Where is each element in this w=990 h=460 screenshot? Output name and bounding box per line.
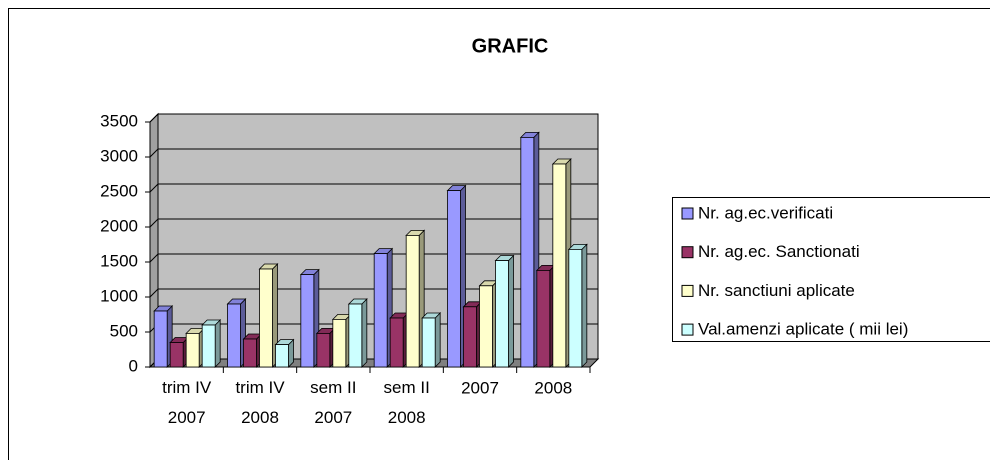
- chart-title: GRAFIC: [472, 35, 549, 57]
- grid-line: [149, 113, 598, 123]
- x-tick-label: 2007: [461, 378, 499, 397]
- bar: [494, 254, 515, 368]
- legend-label: Val.amenzi aplicate ( mii lei): [698, 320, 908, 339]
- bar: [226, 298, 247, 368]
- bar-front: [243, 338, 257, 368]
- bar-front: [552, 163, 567, 368]
- y-tick-label: 3000: [100, 146, 138, 165]
- bar-front: [153, 310, 168, 368]
- bar: [153, 305, 174, 368]
- bar-front: [463, 306, 477, 368]
- legend-swatch: [681, 246, 694, 259]
- bar: [462, 300, 483, 368]
- x-tick-label: sem II 2008: [384, 378, 430, 427]
- y-tick-label: 2500: [100, 181, 138, 200]
- legend-swatch: [681, 284, 694, 297]
- bar: [389, 312, 410, 368]
- y-tick-label: 1500: [100, 251, 138, 270]
- grid-line: [149, 183, 598, 193]
- bar-front: [421, 317, 436, 368]
- y-tick-label: 500: [110, 321, 138, 340]
- bar-side: [581, 243, 588, 368]
- bar-front: [169, 342, 184, 368]
- bar-front: [275, 344, 289, 368]
- bar: [185, 327, 206, 368]
- legend-swatch: [681, 207, 694, 220]
- bar-front: [479, 285, 493, 368]
- bar-front: [259, 268, 273, 368]
- bar-side: [434, 312, 441, 368]
- bar: [242, 333, 263, 368]
- bar: [446, 184, 467, 368]
- bar-front: [185, 332, 200, 368]
- bar: [169, 336, 190, 368]
- bar-side: [214, 319, 221, 368]
- bar-side: [361, 298, 368, 368]
- bar-front: [389, 317, 404, 368]
- bar-front: [520, 136, 535, 368]
- bar: [331, 313, 352, 368]
- bar: [535, 264, 556, 368]
- x-tick-label: trim IV 2007: [162, 378, 212, 427]
- x-tick-label: 2008: [534, 378, 572, 397]
- bar-front: [201, 324, 216, 368]
- bar-front: [348, 303, 363, 368]
- bar-front: [405, 234, 420, 368]
- bar-front: [495, 260, 509, 368]
- y-tick-label: 1000: [100, 286, 138, 305]
- legend-label: Nr. sanctiuni aplicate: [698, 281, 855, 300]
- legend-label: Nr. ag.ec. Sanctionati: [698, 242, 860, 261]
- bar-front: [332, 318, 347, 368]
- x-tick-label: trim IV 2008: [235, 378, 285, 427]
- bar-front: [316, 332, 331, 368]
- bar: [421, 312, 442, 368]
- bar-front: [447, 190, 461, 368]
- bar: [274, 338, 295, 368]
- bar: [519, 131, 540, 368]
- bar-front: [300, 274, 315, 368]
- bar: [347, 298, 368, 368]
- bar: [258, 263, 279, 368]
- bar: [551, 158, 572, 368]
- legend-label: Nr. ag.ec.verificati: [698, 203, 833, 222]
- bar: [201, 319, 222, 368]
- bar: [299, 268, 320, 368]
- y-tick-label: 0: [129, 356, 138, 375]
- legend-swatch: [681, 323, 694, 336]
- y-tick-label: 2000: [100, 216, 138, 235]
- grid-line: [149, 148, 598, 158]
- x-tick-label: sem II 2007: [310, 378, 356, 427]
- bar-front: [227, 303, 241, 368]
- bar: [315, 327, 336, 368]
- bar-side: [508, 254, 514, 368]
- y-tick-label: 3500: [100, 111, 138, 130]
- bar-front: [536, 269, 551, 368]
- bar-front: [373, 253, 388, 368]
- bar: [405, 229, 426, 368]
- legend-box: [672, 197, 990, 342]
- bar: [478, 279, 499, 368]
- bar: [567, 243, 588, 368]
- bar: [373, 247, 394, 368]
- bar-front: [568, 248, 583, 368]
